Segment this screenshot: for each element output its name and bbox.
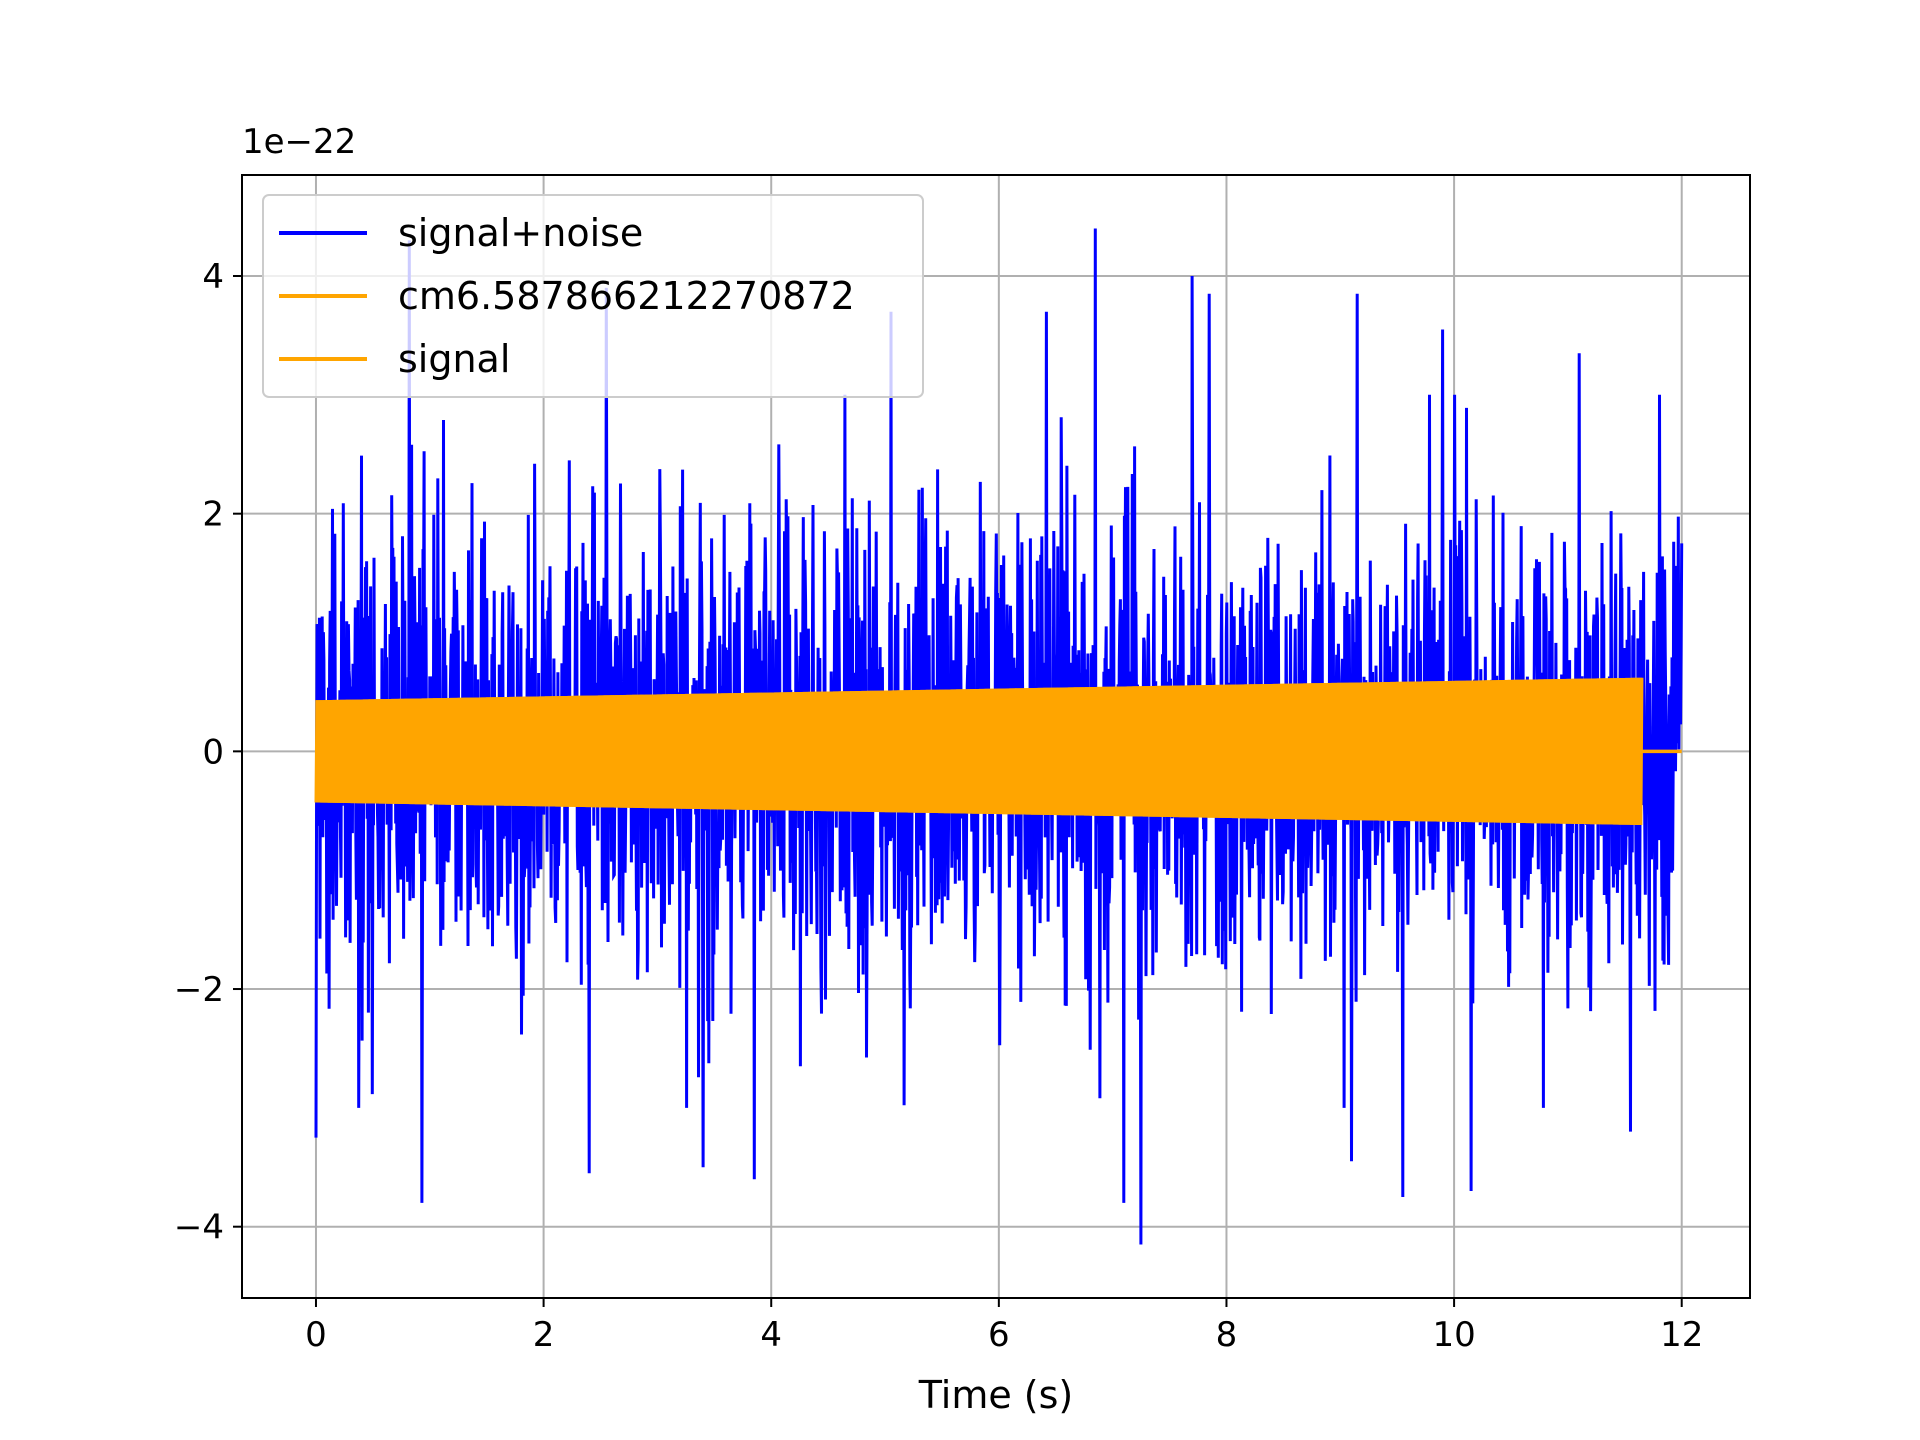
y-offset-text: 1e−22 [242,122,356,162]
y-tick-label: 0 [202,732,224,772]
x-tick-label: 2 [533,1315,555,1355]
series-layer [314,228,1684,1245]
legend: signal+noise cm6.587866212270872 signal [262,194,924,398]
legend-label: signal+noise [398,211,643,255]
ticks: 0 2 4 6 8 10 12 −4 −2 0 2 4 [174,257,1703,1355]
plot-frame [241,174,1751,1299]
x-tick-label: 4 [760,1315,782,1355]
y-tick-label: 2 [202,495,224,535]
legend-label: signal [398,337,510,381]
x-tick-label: 0 [305,1315,327,1355]
x-tick-label: 10 [1432,1315,1475,1355]
y-tick-label: −4 [174,1208,224,1248]
y-tick-label: 4 [202,257,224,297]
legend-label: cm6.587866212270872 [398,274,855,318]
x-tick-label: 12 [1660,1315,1703,1355]
series-band-cm-signal [316,677,1642,825]
x-tick-label: 8 [1216,1315,1238,1355]
x-axis-label: Time (s) [918,1373,1074,1417]
x-tick-label: 6 [988,1315,1010,1355]
y-tick-label: −2 [174,970,224,1010]
legend-box [262,194,924,398]
